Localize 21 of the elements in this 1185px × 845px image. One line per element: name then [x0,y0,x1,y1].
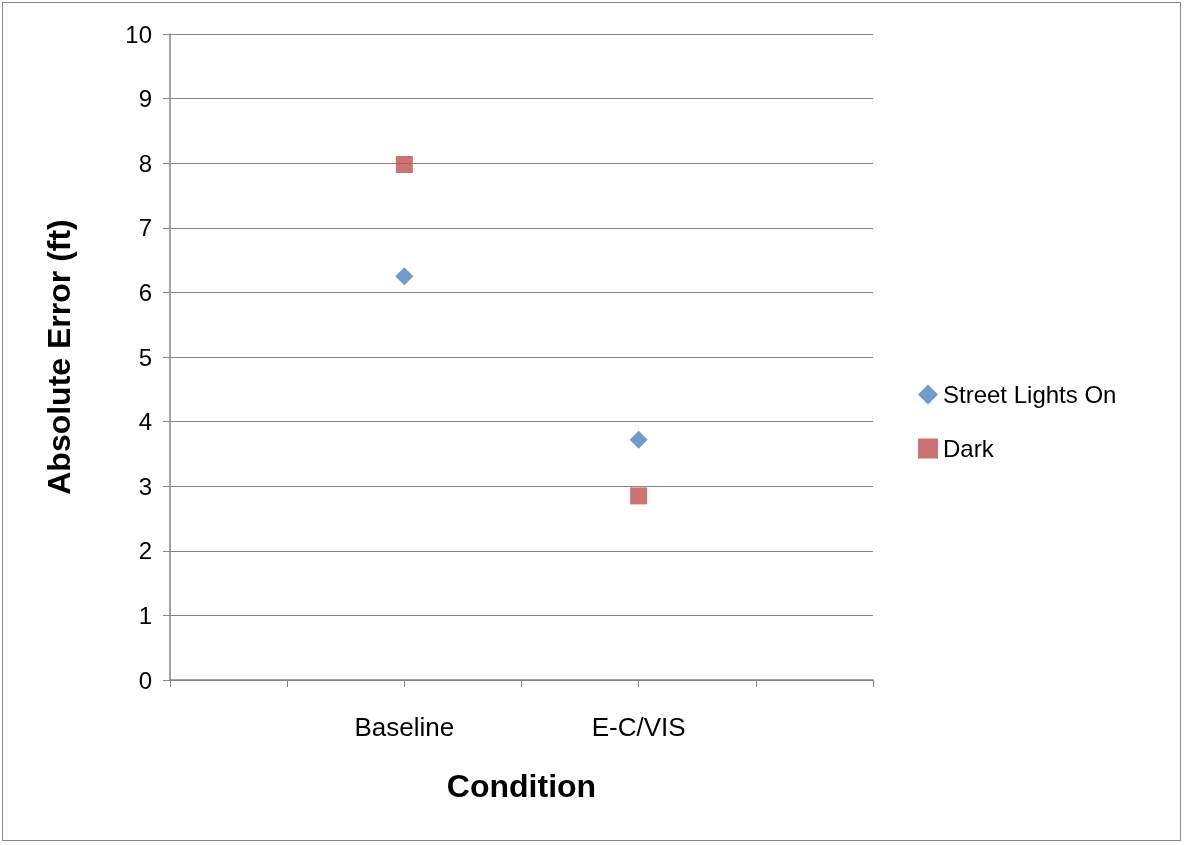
y-tick-label: 6 [138,278,152,306]
x-axis-title: Condition [446,768,597,804]
point [630,487,648,505]
x-tick-label: E-C/VIS [591,712,686,742]
y-tick-label: 5 [138,343,152,371]
y-tick-label: 0 [138,666,152,694]
point [395,267,414,286]
y-tick-label: 2 [138,537,152,565]
y-tick-label: 7 [138,214,152,242]
y-tick-label: 1 [138,601,152,629]
y-axis-title: Absolute Error (ft) [41,219,77,495]
point [629,430,648,449]
y-tick-label: 10 [125,20,152,48]
y-tick-label: 3 [138,472,152,500]
legend-label: Dark [943,435,995,462]
legend-label: Street Lights On [943,381,1117,408]
point [395,155,413,173]
y-tick-label: 9 [138,85,152,113]
y-tick-label: 4 [138,408,152,436]
y-tick-label: 8 [138,149,152,177]
x-tick-label: Baseline [354,712,455,742]
